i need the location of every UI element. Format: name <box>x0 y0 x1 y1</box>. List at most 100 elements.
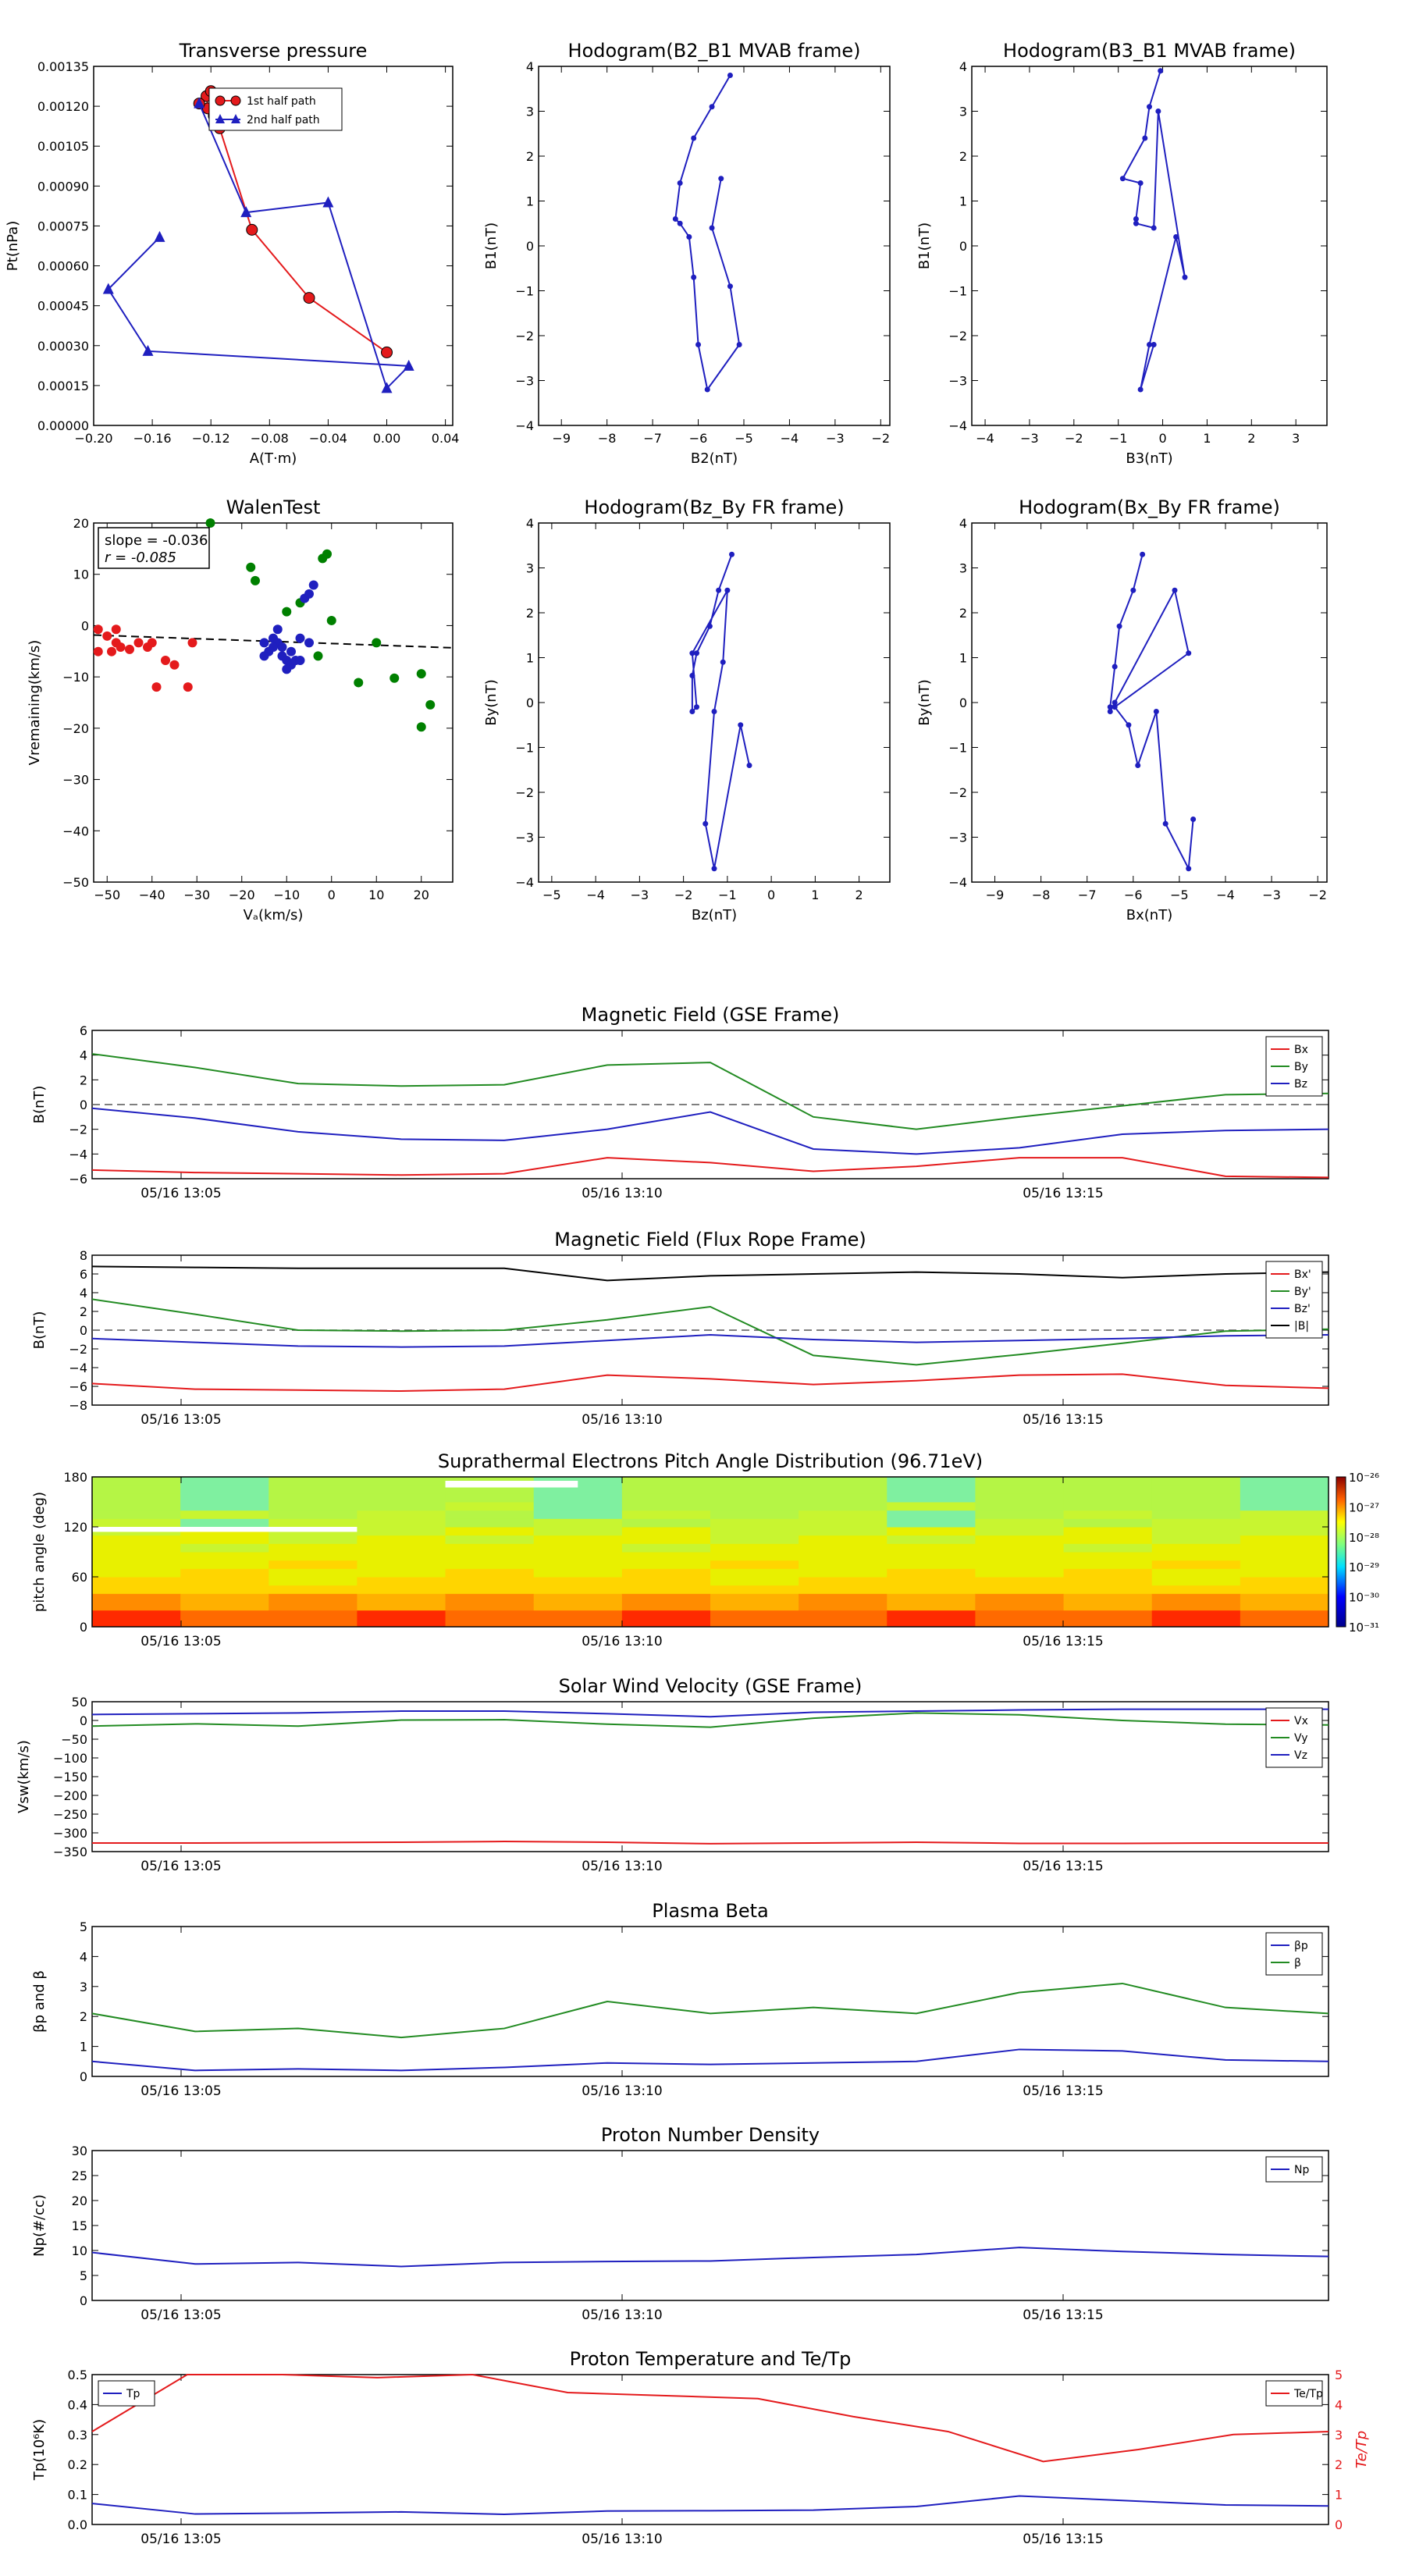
pad-cell <box>887 1493 976 1503</box>
pad-cell <box>975 1577 1065 1586</box>
h3-marker-path <box>711 709 717 714</box>
h1-frame <box>538 66 891 426</box>
pad-cell <box>887 1560 976 1569</box>
pad-cell <box>1151 1502 1241 1511</box>
h2-ytick-label: −4 <box>948 418 967 433</box>
h3-marker-path <box>724 587 731 593</box>
pad-cell <box>92 1543 181 1553</box>
pad-cell <box>1151 1618 1241 1628</box>
pad-cell <box>1151 1568 1241 1578</box>
pad-cell <box>533 1502 623 1511</box>
tp2-legend: Tp <box>98 2380 155 2407</box>
h1-ytick-label: −3 <box>515 374 534 389</box>
walen-point-blue <box>308 580 318 590</box>
h1-ytick-label: −4 <box>515 418 534 433</box>
pad-cell <box>1240 1518 1329 1528</box>
pad-cell <box>887 1577 976 1586</box>
legend-label: Bx' <box>1294 1268 1311 1281</box>
beta-legend: βp β <box>1265 1932 1323 1976</box>
h1-marker-path <box>727 283 733 290</box>
pad-cell <box>533 1552 623 1561</box>
h1-marker-path <box>677 180 683 186</box>
walen-point-green <box>313 651 323 661</box>
legend-label: 2nd half path <box>247 114 320 126</box>
tp-ytick-label: 0.00075 <box>37 219 89 233</box>
tp2-time-label: 05/16 13:05 <box>140 2532 221 2547</box>
h4-frame <box>971 522 1328 883</box>
h3-marker-path <box>720 659 726 665</box>
vsw-series-Vy <box>91 1712 1329 1728</box>
pad-cell <box>975 1543 1065 1553</box>
vsw-ytick-label: −350 <box>53 1845 87 1859</box>
h1-xtick-label: −6 <box>689 431 708 446</box>
tp2-y2tick-label: 0 <box>1335 2517 1343 2532</box>
pad-cell <box>799 1502 887 1511</box>
legend-label: Vz <box>1294 1749 1307 1762</box>
h3-ylabel: By(nT) <box>483 679 500 725</box>
pad-cell <box>975 1568 1065 1578</box>
pad-cell <box>445 1552 535 1561</box>
pad-cell <box>1063 1618 1153 1628</box>
h2-xtick-label: −2 <box>1065 431 1083 446</box>
beta-frame <box>91 1926 1329 2077</box>
h2-xtick-label: −1 <box>1109 431 1128 446</box>
np-time-label: 05/16 13:15 <box>1023 2307 1103 2323</box>
wt-title: WalenTest <box>226 496 321 518</box>
pad-cell <box>1151 1593 1241 1603</box>
pad-cell <box>445 1568 535 1578</box>
pad-cell <box>710 1510 799 1519</box>
wt-xtick-label: −50 <box>94 888 120 902</box>
tp2-frame <box>91 2374 1329 2525</box>
legend-label: Te/Tp <box>1293 2388 1323 2400</box>
pad-cell <box>533 1477 623 1486</box>
h3-ytick-label: 0 <box>526 696 534 710</box>
h3-xtick-label: −2 <box>674 888 693 902</box>
tp-frame <box>93 66 454 426</box>
pad-cell <box>799 1610 887 1619</box>
h2-marker-path <box>1119 176 1126 182</box>
pad-time-label: 05/16 13:05 <box>140 1634 221 1649</box>
pad-cell <box>357 1535 446 1544</box>
h2-marker-path <box>1142 135 1148 141</box>
tp-ytick-label: 0.00030 <box>37 339 89 354</box>
beta-time-label: 05/16 13:10 <box>582 2083 662 2099</box>
pad-gap <box>92 1527 357 1532</box>
h2-marker-path <box>1151 225 1157 231</box>
np-ytick-label: 20 <box>72 2194 87 2208</box>
h3-ytick-label: −2 <box>515 785 534 800</box>
tp-legend: 1st half path 2nd half path <box>208 87 343 131</box>
h4-title: Hodogram(Bx_By FR frame) <box>1019 496 1280 518</box>
tp-marker-2nd half path <box>381 382 393 393</box>
walen-point-blue <box>304 638 314 648</box>
pad-cell <box>180 1510 269 1519</box>
bgse-ytick-label: 2 <box>80 1073 87 1087</box>
tp-ylabel: Pt(nPa) <box>5 221 21 271</box>
pad-cell <box>887 1527 976 1536</box>
tp-xtick-label: −0.08 <box>251 431 289 446</box>
walen-point-green <box>326 615 336 625</box>
pad-time-label: 05/16 13:10 <box>582 1634 662 1649</box>
h4-ytick-label: 2 <box>959 606 967 621</box>
tp-xlabel: A(T·m) <box>250 450 297 467</box>
walen-point-red <box>116 642 126 653</box>
pad-cell <box>357 1602 446 1611</box>
pad-cell <box>269 1510 357 1519</box>
pad-cell <box>180 1502 269 1511</box>
annotation-r: r = -0.085 <box>105 550 176 566</box>
vsw-ytick-label: −100 <box>53 1751 87 1766</box>
pad-cell <box>92 1577 181 1586</box>
pad-cell <box>1240 1610 1329 1619</box>
h1-ytick-label: 2 <box>526 149 534 164</box>
pad-cell <box>180 1518 269 1528</box>
pad-cell <box>357 1510 446 1519</box>
bfr-series-|B| <box>91 1265 1329 1282</box>
pad-cell <box>1151 1585 1241 1594</box>
pad-cell <box>887 1518 976 1528</box>
tp2-time-label: 05/16 13:10 <box>582 2532 662 2547</box>
bfr-ytick-label: 8 <box>80 1248 87 1263</box>
h4-marker-path <box>1130 587 1136 593</box>
tp-marker-1st half path <box>381 346 393 358</box>
tp-ytick-label: 0.00000 <box>37 418 89 433</box>
colorbar-tick-label: 10⁻²⁷ <box>1349 1500 1379 1514</box>
